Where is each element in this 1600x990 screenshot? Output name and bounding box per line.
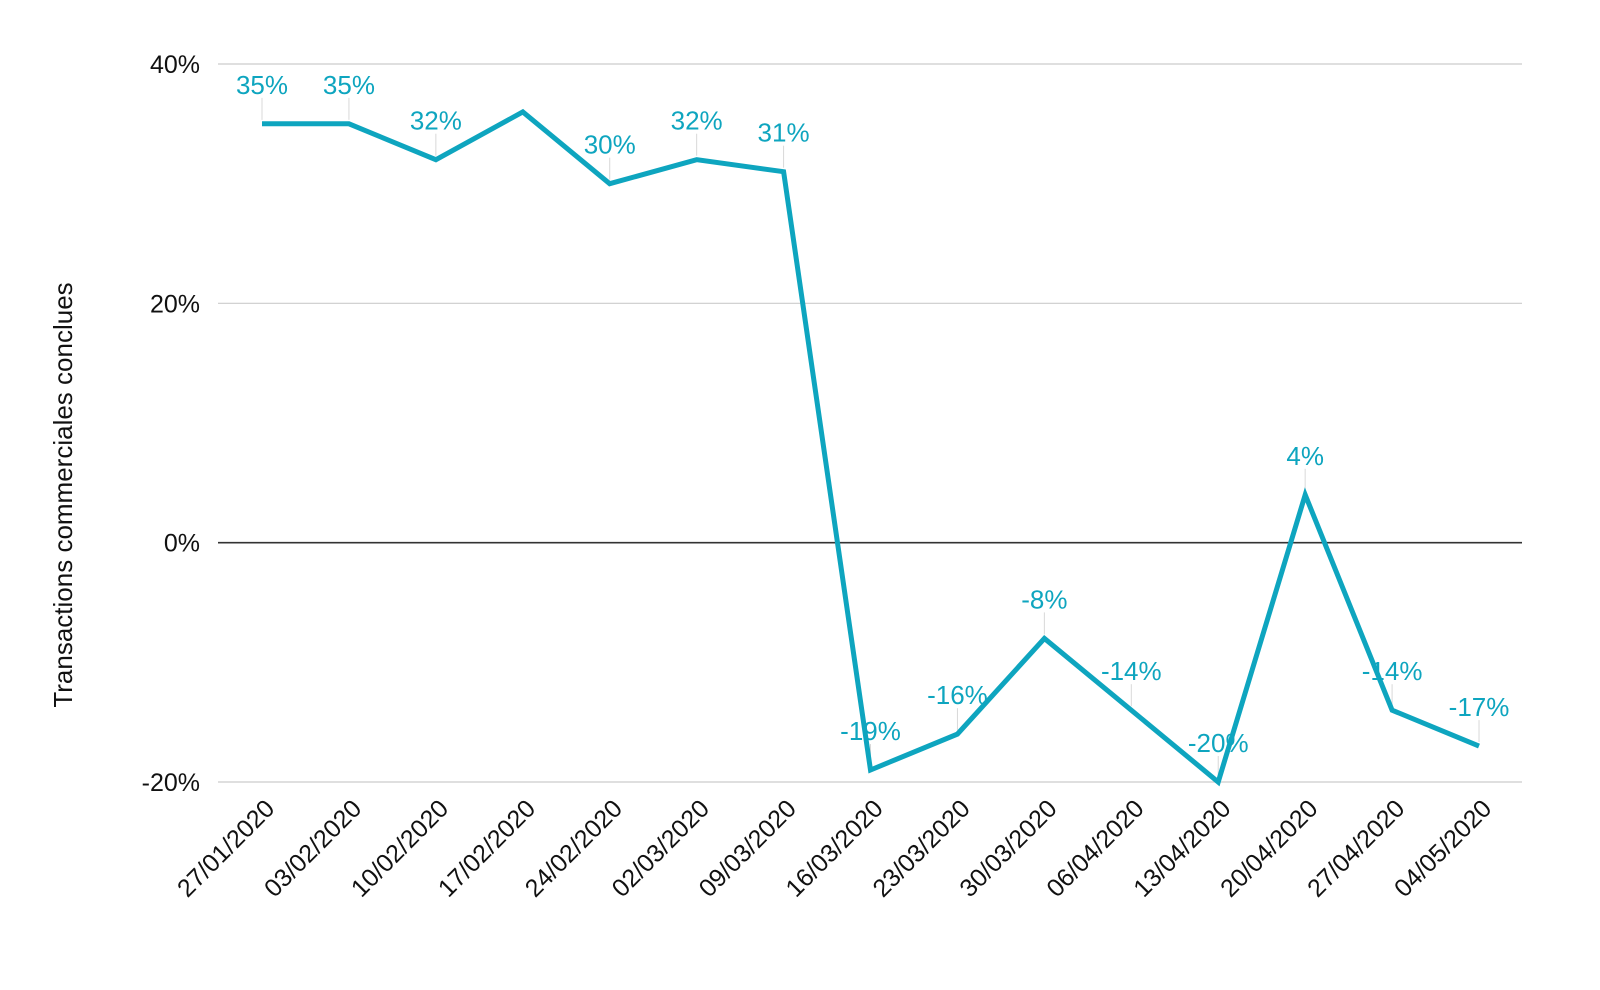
data-label: -16% — [927, 680, 988, 710]
series-line — [262, 108, 1480, 787]
data-label: 31% — [758, 118, 810, 148]
grid-lines — [218, 63, 1522, 783]
data-label: 32% — [671, 106, 723, 136]
y-axis-title: Transactions commerciales conclues — [48, 282, 78, 707]
data-label-leaders — [261, 97, 1480, 778]
y-tick-label: -20% — [142, 769, 200, 797]
data-label: -14% — [1101, 656, 1162, 686]
x-axis-ticks: 27/01/202003/02/202010/02/202017/02/2020… — [172, 794, 1497, 902]
data-label: -20% — [1188, 728, 1249, 758]
data-label: 30% — [584, 130, 636, 160]
y-tick-label: 20% — [150, 290, 200, 318]
data-label: -8% — [1021, 584, 1067, 614]
data-label: 35% — [236, 70, 288, 100]
data-label: -14% — [1362, 656, 1423, 686]
y-tick-label: 0% — [164, 530, 200, 558]
data-label: -17% — [1449, 692, 1510, 722]
data-label: -19% — [840, 716, 901, 746]
data-label: 32% — [410, 106, 462, 136]
data-label: 35% — [323, 70, 375, 100]
y-axis-ticks: -20% 0% 20% 40% — [142, 51, 200, 797]
y-tick-label: 40% — [150, 51, 200, 79]
data-labels: 35% 35% 32% 30% 32% 31% -19% -16% -8% -14% -20% 4% -… — [236, 70, 1509, 758]
data-label: 4% — [1286, 441, 1324, 471]
